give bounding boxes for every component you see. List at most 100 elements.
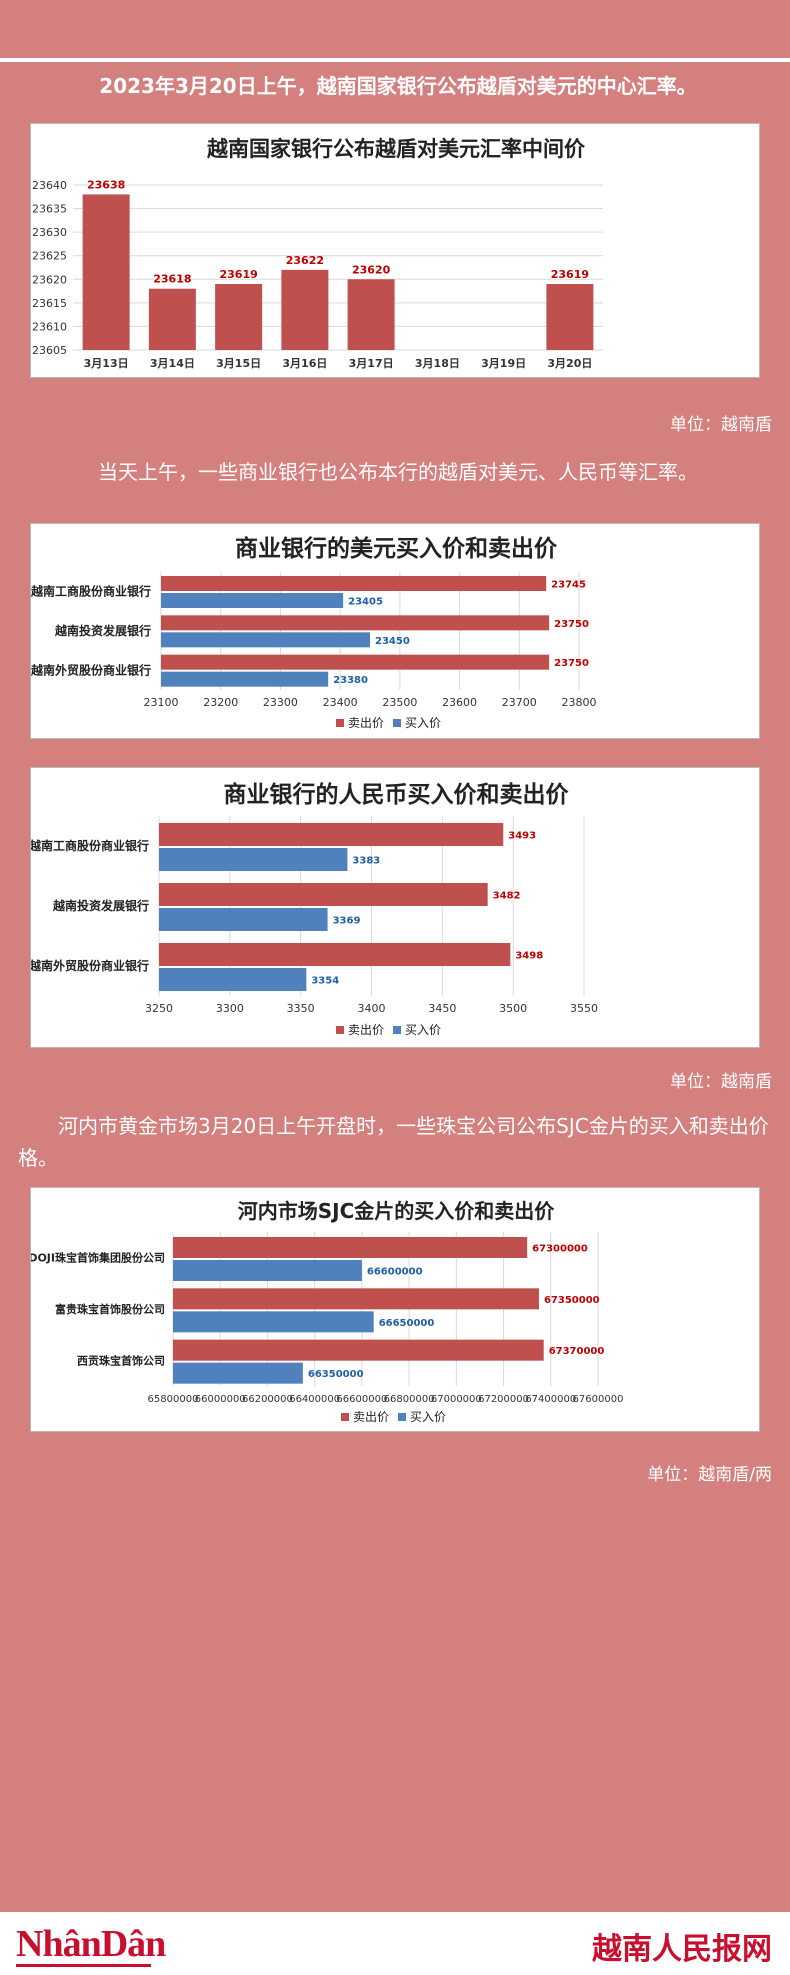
x-tick-label: 3250 — [145, 1002, 173, 1015]
bar — [161, 632, 370, 648]
data-label: 3354 — [311, 976, 339, 987]
legend-swatch — [393, 1026, 401, 1034]
x-tick-label: 23600 — [442, 696, 477, 709]
data-label: 23619 — [551, 268, 589, 281]
category-label: 越南投资发展银行 — [52, 898, 149, 913]
x-tick-label: 3月14日 — [150, 357, 195, 370]
top-divider — [0, 58, 790, 62]
x-tick-label: 66400000 — [289, 1394, 340, 1405]
y-tick-label: 23630 — [32, 226, 67, 239]
legend-label: 买入价 — [410, 1410, 446, 1424]
x-tick-label: 67600000 — [573, 1394, 624, 1405]
category-label: DOJI珠宝首饰集团股份公司 — [31, 1251, 165, 1265]
legend-swatch — [393, 719, 401, 727]
category-label: 越南工商股份商业银行 — [31, 584, 151, 599]
y-tick-label: 23640 — [32, 179, 67, 192]
usd-rate-chart: 商业银行的美元买入价和卖出价 23100 23200 23300 23400 23500 2… — [30, 523, 760, 739]
legend-swatch — [398, 1413, 406, 1421]
gold-price-chart-svg: 河内市场SJC金片的买入价和卖出价 65800000660000006620000… — [31, 1199, 624, 1424]
legend-label: 卖出价 — [348, 1023, 384, 1037]
x-tick-label: 23800 — [562, 696, 597, 709]
x-tick-label: 3月15日 — [216, 357, 261, 370]
x-tick-label: 3月13日 — [84, 357, 129, 370]
data-label: 23380 — [333, 675, 368, 686]
bar — [159, 823, 504, 846]
data-label: 23745 — [551, 580, 586, 591]
nhandan-logo[interactable]: NhânDân — [16, 1923, 166, 1965]
y-tick-label: 23610 — [32, 320, 67, 333]
x-tick-label: 23100 — [144, 696, 179, 709]
bar — [173, 1339, 544, 1361]
bar — [161, 576, 547, 591]
chart-title: 越南国家银行公布越盾对美元汇率中间价 — [206, 137, 586, 161]
legend-label: 买入价 — [405, 716, 441, 730]
unit-label-2: 单位：越南盾 — [670, 1072, 772, 1092]
x-tick-label: 66600000 — [336, 1394, 387, 1405]
central-rate-chart-svg: 越南国家银行公布越盾对美元汇率中间价 23605 23610 23615 23620 23… — [32, 137, 603, 370]
chart-title: 河内市场SJC金片的买入价和卖出价 — [238, 1199, 556, 1223]
logo-underline — [16, 1964, 151, 1967]
x-tick-label: 23700 — [502, 696, 537, 709]
x-tick-label: 65800000 — [148, 1394, 199, 1405]
bar — [161, 593, 344, 608]
bar — [173, 1237, 528, 1258]
data-label: 66650000 — [379, 1318, 435, 1329]
x-tick-label: 23400 — [323, 696, 358, 709]
bar — [161, 671, 329, 687]
bar — [159, 968, 307, 991]
bar — [159, 848, 348, 871]
x-tick-label: 66000000 — [195, 1394, 246, 1405]
x-tick-label: 3月19日 — [481, 357, 526, 370]
bar — [215, 284, 263, 350]
category-label: 越南投资发展银行 — [54, 623, 151, 638]
x-tick-label: 67200000 — [478, 1394, 529, 1405]
bar — [161, 654, 550, 670]
legend-label: 卖出价 — [353, 1410, 389, 1424]
unit-label-1: 单位：越南盾 — [670, 415, 772, 435]
x-tick-label: 3月18日 — [415, 357, 460, 370]
chart-title: 商业银行的美元买入价和卖出价 — [235, 535, 558, 562]
bar — [173, 1311, 374, 1333]
y-tick-label: 23625 — [32, 250, 67, 263]
data-label: 3482 — [493, 891, 521, 902]
intro-paragraph-1: 2023年3月20日上午，越南国家银行公布越盾对美元的中心汇率。 — [99, 74, 697, 98]
data-label: 66600000 — [367, 1267, 423, 1278]
site-name[interactable]: 越南人民报网 — [592, 1932, 772, 1967]
category-label: 越南外贸股份商业银行 — [31, 662, 151, 677]
category-label: 富贵珠宝首饰股份公司 — [55, 1302, 165, 1316]
bar — [82, 194, 130, 350]
x-tick-label: 3450 — [428, 1002, 456, 1015]
data-label: 3493 — [508, 831, 536, 842]
gold-price-chart: 河内市场SJC金片的买入价和卖出价 65800000 66000000 6620000… — [30, 1187, 760, 1432]
data-label: 3369 — [333, 916, 361, 927]
x-tick-label: 3300 — [216, 1002, 244, 1015]
bar — [173, 1362, 303, 1384]
legend-swatch — [341, 1413, 349, 1421]
data-label: 23750 — [554, 619, 589, 630]
x-tick-label: 23300 — [263, 696, 298, 709]
bar — [173, 1260, 362, 1281]
data-label: 23750 — [554, 658, 589, 669]
data-label: 3383 — [352, 856, 380, 867]
usd-rate-chart-svg: 商业银行的美元买入价和卖出价 23100 23200 23300 23400 23500 2… — [31, 535, 597, 730]
data-label: 67350000 — [544, 1295, 600, 1306]
bar — [281, 269, 329, 350]
bar — [159, 883, 488, 906]
x-tick-label: 67400000 — [525, 1394, 576, 1405]
data-label: 67370000 — [549, 1346, 605, 1357]
category-label: 越南工商股份商业银行 — [31, 838, 149, 853]
data-label: 66350000 — [308, 1369, 364, 1380]
data-label: 23620 — [352, 263, 391, 276]
x-tick-label: 66200000 — [242, 1394, 293, 1405]
x-tick-label: 3350 — [287, 1002, 315, 1015]
x-tick-label: 3月20日 — [547, 357, 592, 370]
legend-swatch — [336, 1026, 344, 1034]
bar — [148, 288, 196, 350]
intro-paragraph-3: 河内市黄金市场3月20日上午开盘时，一些珠宝公司公布SJC金片的买入和卖出价格。 — [18, 1114, 769, 1170]
x-tick-label: 3550 — [570, 1002, 598, 1015]
bar — [347, 279, 395, 350]
data-label: 67300000 — [532, 1244, 588, 1255]
bar — [161, 615, 550, 631]
data-label: 3498 — [515, 951, 543, 962]
data-label: 23622 — [286, 254, 324, 267]
